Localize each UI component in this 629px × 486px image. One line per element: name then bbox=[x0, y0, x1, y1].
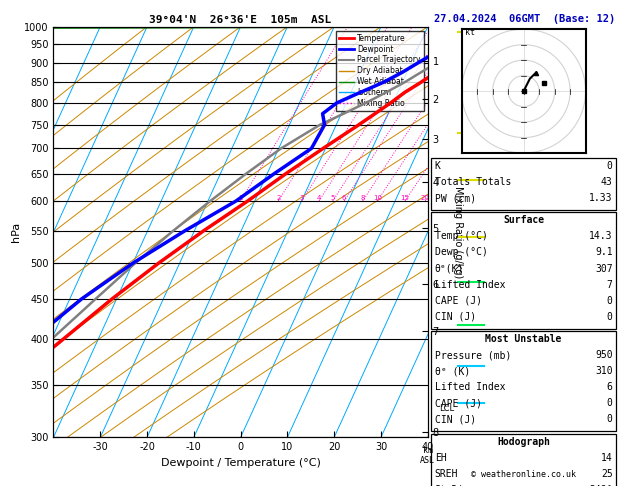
Text: StmDir: StmDir bbox=[435, 485, 470, 486]
Text: Dewp (°C): Dewp (°C) bbox=[435, 247, 487, 258]
Legend: Temperature, Dewpoint, Parcel Trajectory, Dry Adiabat, Wet Adiabat, Isotherm, Mi: Temperature, Dewpoint, Parcel Trajectory… bbox=[336, 31, 424, 111]
Text: Temp (°C): Temp (°C) bbox=[435, 231, 487, 242]
Text: 9.1: 9.1 bbox=[595, 247, 613, 258]
Text: 1: 1 bbox=[238, 195, 243, 201]
Text: CAPE (J): CAPE (J) bbox=[435, 295, 482, 306]
Text: Surface: Surface bbox=[503, 215, 544, 226]
Text: 14: 14 bbox=[601, 452, 613, 463]
Text: 6: 6 bbox=[342, 195, 347, 201]
Text: 15: 15 bbox=[401, 195, 409, 201]
Text: 0: 0 bbox=[607, 312, 613, 322]
Text: 27.04.2024  06GMT  (Base: 12): 27.04.2024 06GMT (Base: 12) bbox=[434, 14, 615, 24]
Text: 14.3: 14.3 bbox=[589, 231, 613, 242]
Text: Lifted Index: Lifted Index bbox=[435, 279, 505, 290]
Y-axis label: Mixing Ratio (g/kg): Mixing Ratio (g/kg) bbox=[453, 186, 463, 278]
Text: 7: 7 bbox=[607, 279, 613, 290]
Text: 4: 4 bbox=[317, 195, 321, 201]
Text: θᵉ (K): θᵉ (K) bbox=[435, 366, 470, 376]
Text: 0: 0 bbox=[607, 161, 613, 171]
Text: EH: EH bbox=[435, 452, 447, 463]
Text: 6: 6 bbox=[607, 382, 613, 392]
Text: CAPE (J): CAPE (J) bbox=[435, 398, 482, 408]
Text: 0: 0 bbox=[607, 414, 613, 424]
Text: 0: 0 bbox=[607, 295, 613, 306]
Y-axis label: hPa: hPa bbox=[11, 222, 21, 242]
Text: Totals Totals: Totals Totals bbox=[435, 177, 511, 187]
Text: CIN (J): CIN (J) bbox=[435, 414, 476, 424]
Text: 0: 0 bbox=[607, 398, 613, 408]
Text: SREH: SREH bbox=[435, 469, 458, 479]
Text: Lifted Index: Lifted Index bbox=[435, 382, 505, 392]
Text: PW (cm): PW (cm) bbox=[435, 193, 476, 203]
Title: 39°04'N  26°36'E  105m  ASL: 39°04'N 26°36'E 105m ASL bbox=[150, 15, 331, 25]
Text: K: K bbox=[435, 161, 440, 171]
Text: Hodograph: Hodograph bbox=[497, 436, 550, 447]
Text: 307: 307 bbox=[595, 263, 613, 274]
Text: 5: 5 bbox=[331, 195, 335, 201]
Text: © weatheronline.co.uk: © weatheronline.co.uk bbox=[471, 469, 576, 479]
Text: 20: 20 bbox=[421, 195, 430, 201]
Text: km
ASL: km ASL bbox=[420, 446, 435, 465]
Text: 10: 10 bbox=[373, 195, 382, 201]
Text: 950: 950 bbox=[595, 350, 613, 360]
Text: 249°: 249° bbox=[589, 485, 613, 486]
Text: 310: 310 bbox=[595, 366, 613, 376]
Text: 1.33: 1.33 bbox=[589, 193, 613, 203]
Text: 2: 2 bbox=[276, 195, 281, 201]
Text: CIN (J): CIN (J) bbox=[435, 312, 476, 322]
Text: kt: kt bbox=[465, 28, 475, 37]
Text: θᵉ(K): θᵉ(K) bbox=[435, 263, 464, 274]
X-axis label: Dewpoint / Temperature (°C): Dewpoint / Temperature (°C) bbox=[160, 458, 321, 468]
Text: 25: 25 bbox=[601, 469, 613, 479]
Text: 8: 8 bbox=[360, 195, 365, 201]
Text: LCL: LCL bbox=[439, 404, 454, 414]
Text: 43: 43 bbox=[601, 177, 613, 187]
Text: Pressure (mb): Pressure (mb) bbox=[435, 350, 511, 360]
Text: Most Unstable: Most Unstable bbox=[486, 334, 562, 344]
Text: 3: 3 bbox=[299, 195, 304, 201]
